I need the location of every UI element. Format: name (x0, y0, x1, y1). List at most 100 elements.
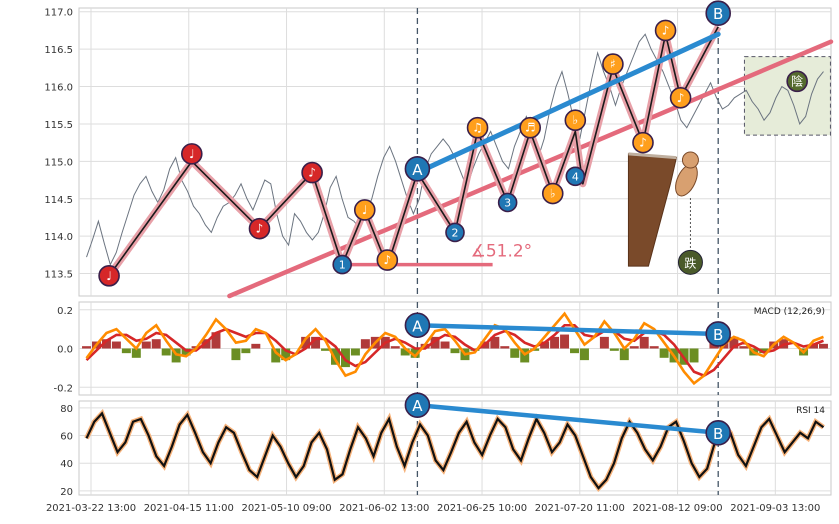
histogram-bar (809, 343, 819, 349)
histogram-bar (659, 348, 669, 358)
divergence-line (415, 323, 721, 337)
marker: ♫ (466, 116, 489, 139)
support-trendline (227, 39, 834, 299)
marker-label: 2 (452, 226, 459, 239)
marker-circle (602, 53, 624, 75)
marker-label: ♭ (550, 187, 556, 201)
histogram-bar (301, 336, 311, 349)
marker-label: B (713, 425, 723, 443)
x-tick-label: 2021-06-02 13:00 (339, 503, 429, 514)
histogram-bar (619, 348, 629, 361)
x-axis: 2021-03-22 13:00 2021-04-15 11:00 2021-05-… (46, 503, 820, 514)
y-tick-label: 0.0 (57, 345, 73, 356)
marker-label: B (713, 326, 723, 344)
y-tick-label: 116.5 (44, 45, 73, 56)
dog-head (681, 151, 699, 169)
marker-circle (376, 249, 399, 271)
histogram-bar (281, 348, 291, 361)
x-tick-label: 2021-04-15 11:00 (144, 503, 234, 514)
price-panel: 113.5 114.0 114.5 115.0 115.5 116.0 116.5 117.0… (44, 0, 834, 299)
marker: B (705, 321, 732, 347)
y-tick-label: -0.2 (53, 383, 73, 394)
marker-label: ♩ (106, 269, 112, 283)
marker: 4 (565, 166, 586, 187)
marker-label: ♪ (383, 253, 391, 267)
rsi-line (85, 411, 825, 490)
marker-label: ♪ (308, 166, 316, 180)
marker-circle (786, 70, 808, 93)
marker-label: B (713, 5, 723, 23)
marker-label: 1 (339, 259, 346, 272)
marker-circle (669, 86, 692, 109)
histogram-bar (818, 343, 828, 349)
histogram-bar (560, 334, 570, 349)
histogram-bar (340, 348, 350, 368)
histogram-bar (430, 336, 440, 349)
histogram-bar (490, 336, 500, 349)
y-tick-label: 80 (60, 404, 73, 415)
marker-circle (98, 265, 120, 287)
marker: 2 (445, 222, 465, 243)
panel-title: RSI 14 (796, 406, 825, 416)
x-tick-label: 2021-03-22 13:00 (46, 503, 136, 514)
marker: ♪ (376, 249, 399, 271)
marker: ♯ (602, 53, 624, 75)
range-box (743, 56, 831, 136)
marker-label: 陰 (791, 74, 803, 88)
rsi-panel: 20 40 60 80 RSI 14 A B (60, 392, 832, 498)
histogram-bar (629, 346, 639, 349)
marker-circle (404, 392, 431, 418)
marker: ♬ (519, 116, 542, 139)
x-tick-label: 2021-08-12 09:00 (632, 503, 722, 514)
histogram-bar (251, 343, 261, 349)
histogram-bar (739, 346, 749, 349)
marker-label: ♩ (189, 147, 195, 161)
marker: B (705, 419, 732, 446)
marker-circle (466, 116, 489, 139)
histogram-bar (121, 348, 131, 354)
marker: ♩ (353, 199, 376, 221)
marker: ♪ (248, 217, 271, 240)
histogram-bar (410, 348, 420, 358)
marker-label: ♩ (362, 203, 368, 217)
histogram-bar (181, 348, 191, 356)
y-tick-label: 113.5 (44, 270, 73, 281)
marker-label: ♭ (572, 113, 578, 127)
y-tick-label: 0.2 (57, 306, 73, 317)
histogram-bar (500, 346, 510, 349)
marker-circle (445, 222, 465, 243)
resistance-trendline (414, 31, 721, 176)
marker-circle (705, 321, 732, 347)
histogram-bar (151, 339, 161, 349)
marker-circle (181, 143, 203, 165)
divergence-line (415, 402, 721, 436)
y-tick-label: 117.0 (44, 8, 73, 19)
marker: ♩ (98, 265, 120, 287)
marker: ♪ (632, 131, 654, 154)
marker: 1 (332, 254, 353, 275)
histogram-bar (759, 348, 769, 354)
drop-badge (677, 249, 703, 275)
marker: B (705, 0, 732, 27)
histogram-bar (111, 341, 121, 349)
histogram-bar (639, 336, 649, 349)
y-tick-label: 20 (60, 487, 73, 498)
marker-circle (564, 109, 587, 132)
histogram-bar (390, 346, 400, 349)
y-tick-label: 60 (60, 432, 73, 443)
marker-label: ♬ (525, 121, 536, 135)
macd-panel: -0.2 0.0 0.2 MACD (12,26,9) A B (53, 301, 832, 396)
histogram-bar (321, 348, 331, 351)
marker-label: A (412, 317, 423, 335)
histogram-bar (131, 348, 141, 358)
histogram-bar (570, 348, 579, 354)
histogram-bar (440, 341, 450, 349)
marker: 陰 (786, 70, 808, 93)
histogram-bar (579, 348, 589, 361)
marker: A (404, 392, 431, 418)
marker-circle (301, 161, 323, 184)
marker-circle (654, 19, 677, 42)
histogram-bar (689, 348, 699, 363)
marker-label: ♪ (639, 136, 647, 150)
